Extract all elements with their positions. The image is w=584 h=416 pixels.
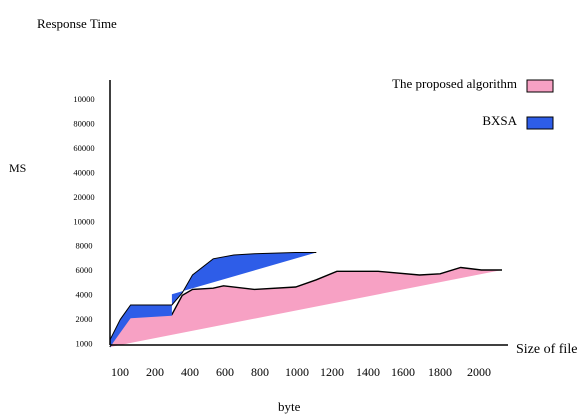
x-tick-label: 1000 bbox=[285, 365, 309, 379]
x-tick-label: 1200 bbox=[320, 365, 344, 379]
x-tick-label: 100 bbox=[111, 365, 129, 379]
legend: The proposed algorithm BXSA bbox=[392, 76, 554, 130]
y-tick-label: 40000 bbox=[73, 167, 94, 177]
series-line-bxsa bbox=[109, 252, 317, 341]
x-tick-label: 600 bbox=[216, 365, 234, 379]
x-tick-label: 2000 bbox=[467, 365, 491, 379]
y-tick-label: 10000 bbox=[73, 94, 94, 104]
x-tick-labels: 100 200 400 600 800 1000 1200 1400 1600 1800 2000 bbox=[111, 365, 491, 379]
y-tick-label: 10000 bbox=[73, 216, 94, 226]
y-axis-label: MS bbox=[9, 161, 26, 175]
x-tick-label: 1400 bbox=[356, 365, 380, 379]
chart-title: Response Time bbox=[37, 16, 117, 31]
legend-label: BXSA bbox=[482, 113, 517, 128]
y-tick-label: 6000 bbox=[76, 265, 93, 275]
x-tick-label: 1600 bbox=[391, 365, 415, 379]
legend-swatch bbox=[526, 79, 554, 93]
y-tick-label: 80000 bbox=[73, 119, 94, 129]
x-tick-label: 800 bbox=[251, 365, 269, 379]
y-tick-label: 20000 bbox=[73, 192, 94, 202]
series-area-bxsa bbox=[110, 252, 317, 347]
legend-label: The proposed algorithm bbox=[392, 76, 517, 91]
x-tick-label: 400 bbox=[181, 365, 199, 379]
x-tick-label: 1800 bbox=[428, 365, 452, 379]
y-tick-label: 1000 bbox=[76, 339, 93, 349]
plot-areas bbox=[109, 252, 502, 348]
x-axis-end-label: Size of file bbox=[516, 342, 577, 357]
series-area-proposed bbox=[110, 267, 502, 347]
legend-swatch bbox=[526, 116, 554, 130]
x-tick-label: 200 bbox=[146, 365, 164, 379]
y-tick-label: 4000 bbox=[76, 290, 93, 300]
y-tick-labels: 10000 80000 60000 40000 20000 10000 8000 6000 40… bbox=[73, 94, 94, 349]
y-tick-label: 60000 bbox=[73, 143, 94, 153]
y-tick-label: 2000 bbox=[76, 314, 93, 324]
x-axis-label: byte bbox=[278, 399, 301, 414]
y-tick-label: 8000 bbox=[76, 241, 93, 251]
